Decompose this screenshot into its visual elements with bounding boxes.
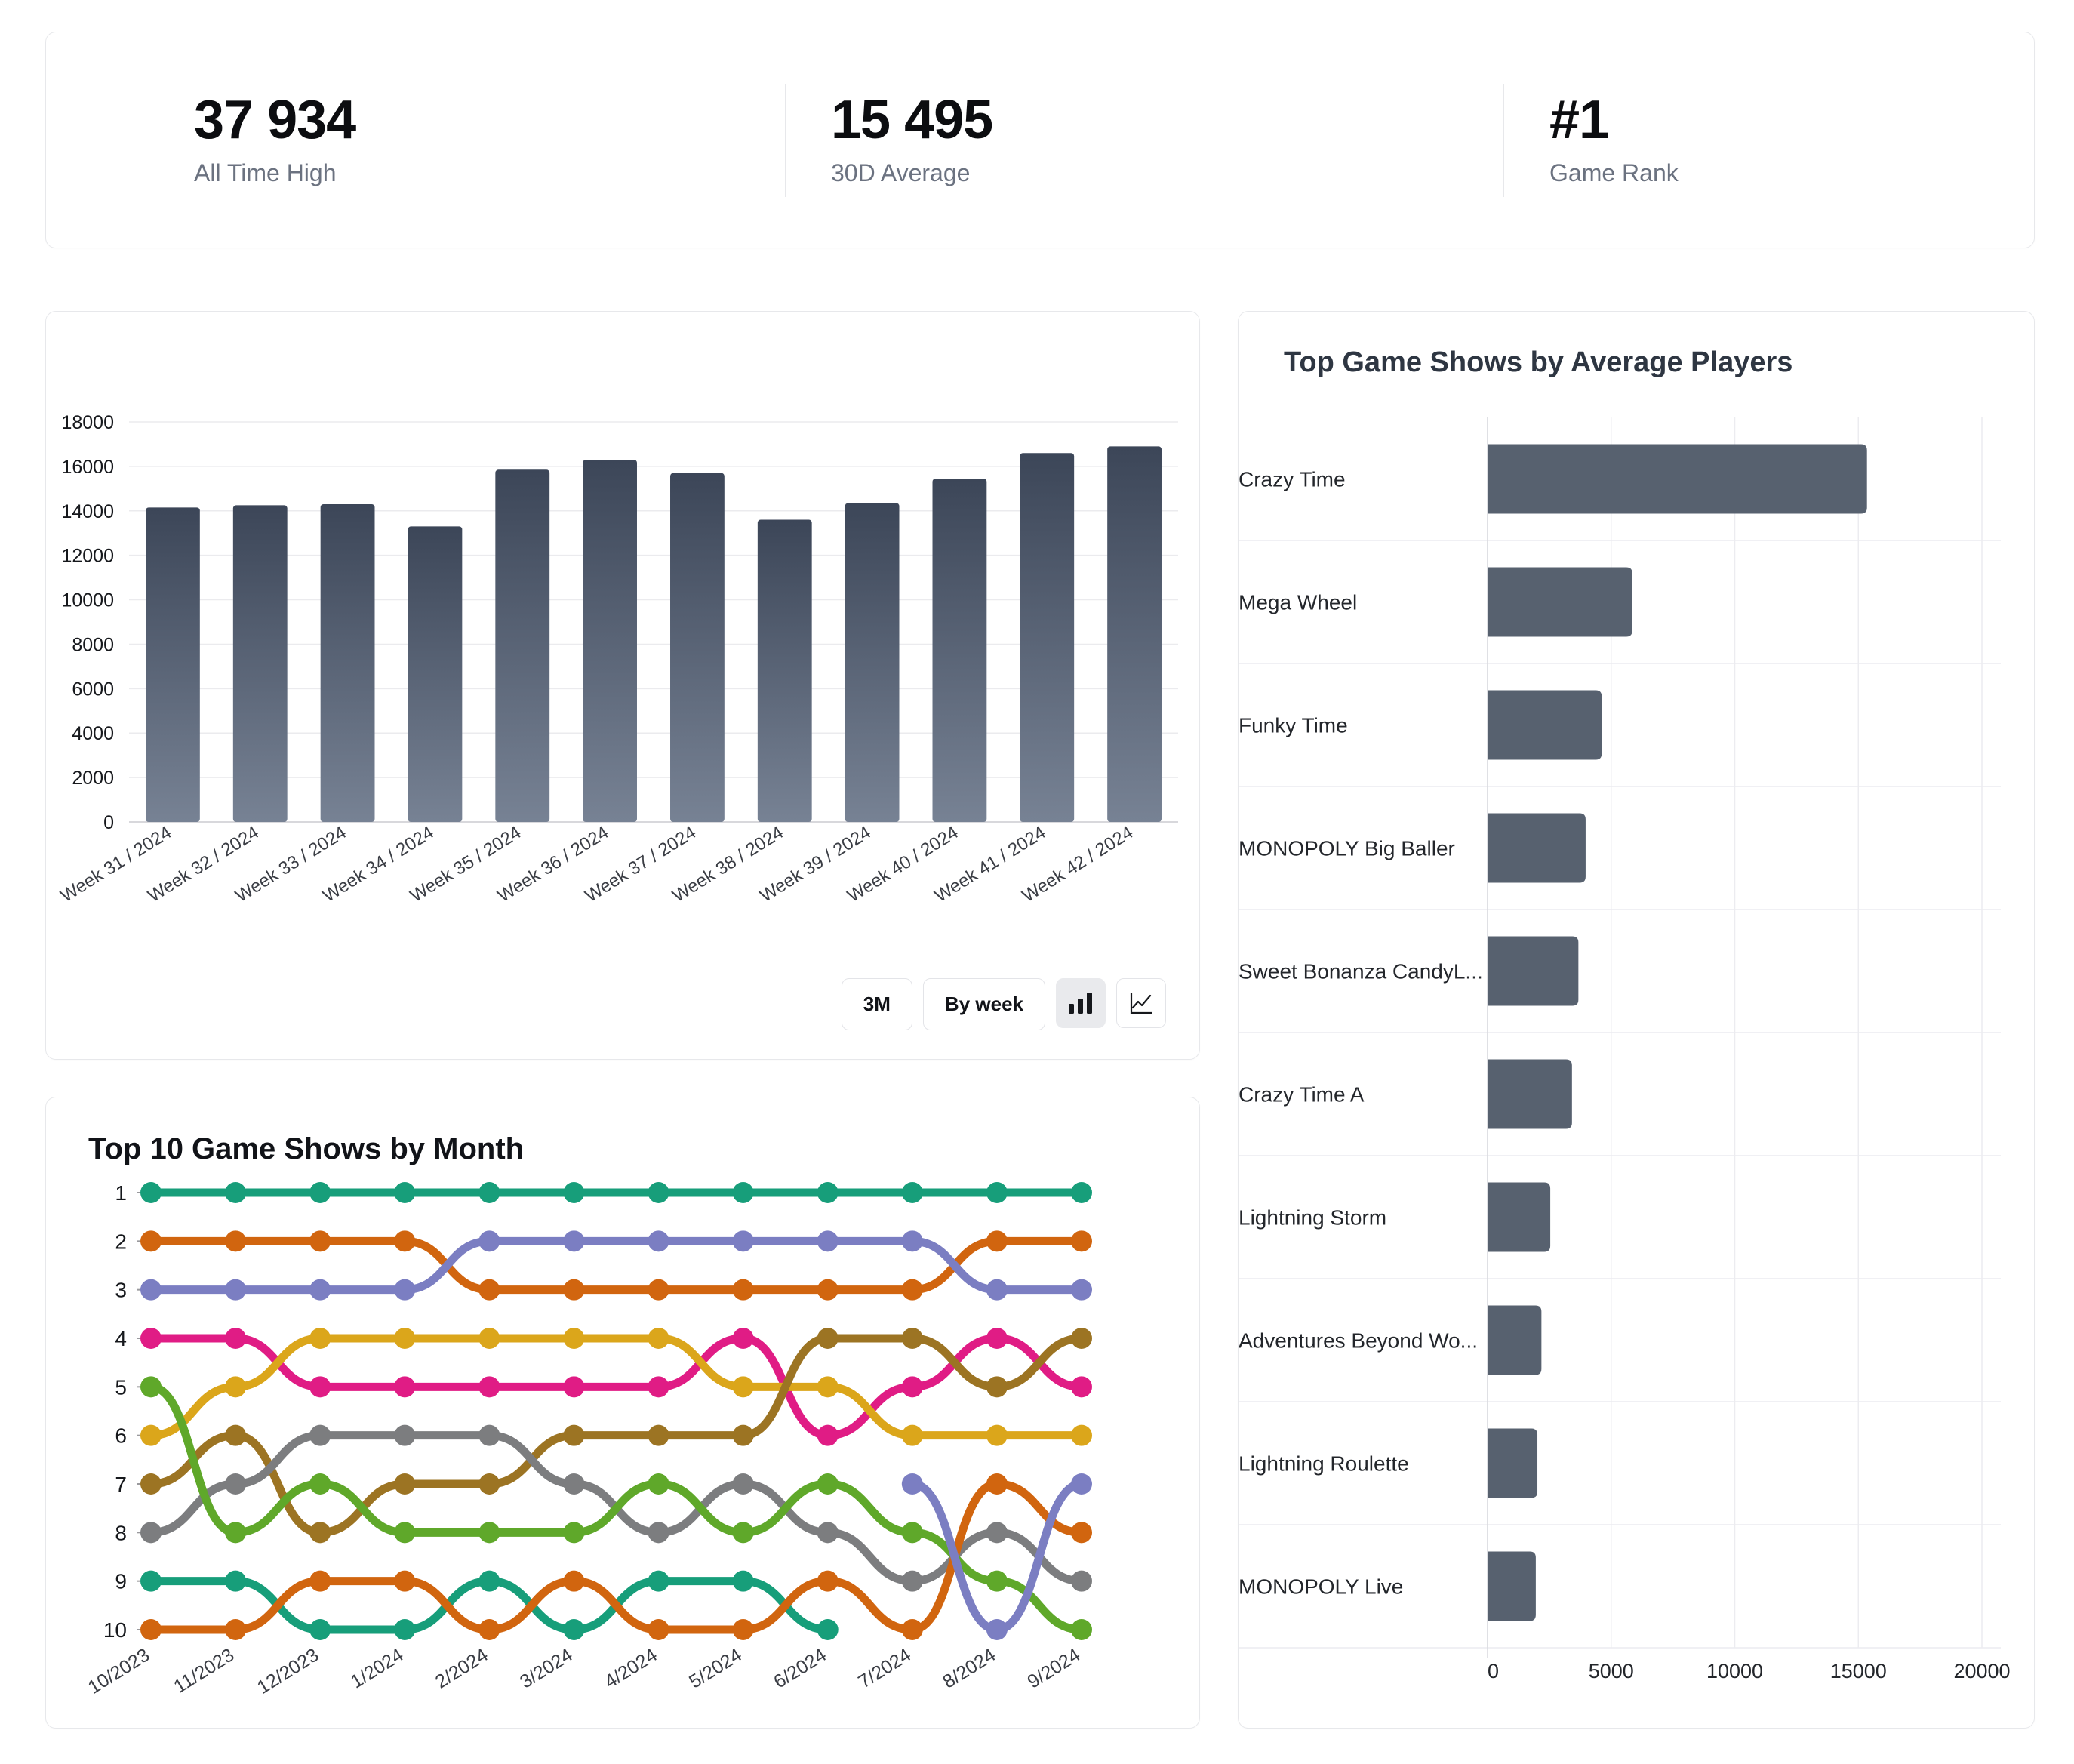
svg-text:Funky Time: Funky Time (1239, 714, 1348, 737)
svg-text:3/2024: 3/2024 (516, 1644, 577, 1692)
svg-text:11/2023: 11/2023 (170, 1644, 238, 1698)
svg-text:5: 5 (115, 1375, 127, 1399)
svg-text:4/2024: 4/2024 (601, 1644, 661, 1692)
svg-text:12000: 12000 (61, 546, 114, 567)
svg-text:1/2024: 1/2024 (347, 1644, 408, 1692)
svg-text:MONOPOLY Live: MONOPOLY Live (1239, 1575, 1403, 1599)
svg-text:4: 4 (115, 1327, 127, 1350)
svg-text:Lightning Roulette: Lightning Roulette (1239, 1452, 1409, 1476)
svg-text:5/2024: 5/2024 (685, 1644, 746, 1692)
svg-text:8000: 8000 (72, 634, 114, 655)
svg-text:9/2024: 9/2024 (1023, 1644, 1084, 1692)
svg-text:1: 1 (115, 1181, 127, 1205)
svg-text:MONOPOLY Big Baller: MONOPOLY Big Baller (1239, 837, 1455, 860)
svg-text:6: 6 (115, 1424, 127, 1448)
svg-text:18000: 18000 (61, 412, 114, 433)
svg-text:9: 9 (115, 1570, 127, 1593)
svg-text:2/2024: 2/2024 (432, 1644, 492, 1692)
svg-text:8: 8 (115, 1521, 127, 1544)
svg-text:6000: 6000 (72, 679, 114, 700)
svg-text:0: 0 (1488, 1660, 1499, 1682)
svg-text:Adventures Beyond Wo...: Adventures Beyond Wo... (1239, 1329, 1478, 1353)
svg-text:3: 3 (115, 1279, 127, 1302)
svg-text:10000: 10000 (61, 590, 114, 611)
svg-text:14000: 14000 (61, 501, 114, 522)
svg-text:10: 10 (103, 1618, 127, 1642)
svg-text:Mega Wheel: Mega Wheel (1239, 591, 1357, 614)
svg-text:15000: 15000 (1830, 1660, 1887, 1682)
svg-text:12/2023: 12/2023 (254, 1644, 322, 1698)
svg-text:Crazy Time: Crazy Time (1239, 468, 1346, 491)
svg-text:10000: 10000 (1706, 1660, 1763, 1682)
svg-text:2000: 2000 (72, 768, 114, 789)
svg-text:0: 0 (103, 812, 114, 833)
svg-text:Crazy Time A: Crazy Time A (1239, 1083, 1365, 1107)
svg-text:7/2024: 7/2024 (854, 1644, 915, 1692)
svg-text:2: 2 (115, 1230, 127, 1253)
svg-text:7: 7 (115, 1473, 127, 1496)
svg-text:4000: 4000 (72, 723, 114, 744)
svg-text:10/2023: 10/2023 (85, 1644, 153, 1698)
svg-text:Lightning Storm: Lightning Storm (1239, 1206, 1386, 1230)
svg-text:16000: 16000 (61, 457, 114, 478)
svg-text:5000: 5000 (1589, 1660, 1634, 1682)
svg-text:Sweet Bonanza CandyL...: Sweet Bonanza CandyL... (1239, 960, 1483, 984)
svg-text:20000: 20000 (1953, 1660, 2010, 1682)
svg-text:6/2024: 6/2024 (770, 1644, 830, 1692)
svg-text:8/2024: 8/2024 (939, 1644, 999, 1692)
